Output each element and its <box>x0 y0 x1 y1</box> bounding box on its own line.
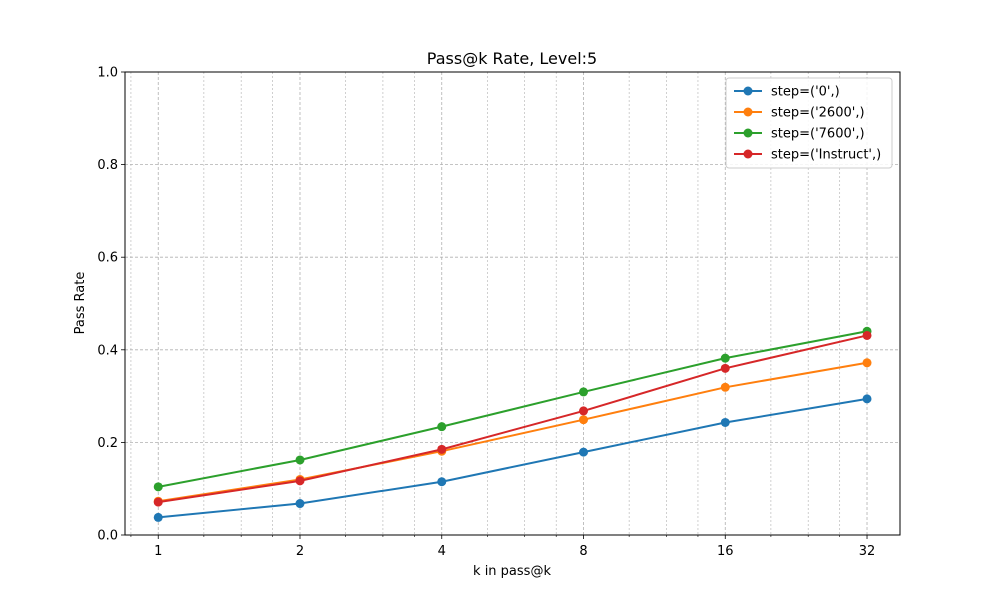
legend-marker <box>743 107 753 117</box>
data-point <box>720 353 730 363</box>
data-point <box>720 363 730 373</box>
x-tick-label: 4 <box>438 544 446 559</box>
y-tick-label: 0.2 <box>97 436 118 451</box>
data-point <box>153 497 163 507</box>
data-point <box>153 512 163 522</box>
data-point <box>579 415 589 425</box>
series-line <box>158 397 868 519</box>
data-point <box>862 358 872 368</box>
series-line <box>158 361 868 503</box>
legend-label: step=('2600',) <box>771 106 865 121</box>
legend-box <box>725 77 893 169</box>
y-tick-label: 0.0 <box>97 529 118 544</box>
legend-label: step=('0',) <box>771 85 840 100</box>
x-tick-label: 16 <box>717 544 734 559</box>
y-tick-label: 0.6 <box>97 251 118 266</box>
x-tick-label: 32 <box>859 544 876 559</box>
plot-frame <box>124 71 901 536</box>
x-tick-label: 1 <box>154 544 162 559</box>
data-point <box>862 394 872 404</box>
data-point <box>295 499 305 509</box>
data-point <box>153 482 163 492</box>
data-point <box>437 422 447 432</box>
data-point <box>862 330 872 340</box>
legend-label: step=('7600',) <box>771 127 865 142</box>
series-line <box>158 334 868 504</box>
legend-item: step=('Instruct',) <box>734 148 881 163</box>
legend-label: step=('Instruct',) <box>771 148 881 163</box>
data-point <box>579 387 589 397</box>
legend-item: step=('2600',) <box>734 106 865 121</box>
legend-marker <box>743 86 753 96</box>
y-axis-label: Pass Rate <box>73 272 88 335</box>
y-tick-label: 0.8 <box>97 158 118 173</box>
legend-marker <box>743 149 753 159</box>
series-layer <box>153 326 872 522</box>
legend: step=('0',) step=('2600',) step=('7600',) s… <box>725 77 893 169</box>
chart-title: Pass@k Rate, Level:5 <box>427 49 597 68</box>
axes: 1 2 4 8 16 32 0.0 0.2 0.4 0.6 0.8 1.0 <box>97 66 901 559</box>
y-tick-label: 1.0 <box>97 66 118 81</box>
data-point <box>437 444 447 454</box>
x-tick-label: 2 <box>296 544 304 559</box>
data-point <box>295 476 305 486</box>
x-tick-label: 8 <box>579 544 587 559</box>
y-tick-label: 0.4 <box>97 343 118 358</box>
series-line <box>158 330 868 488</box>
data-point <box>437 477 447 487</box>
series-0 <box>153 394 872 522</box>
data-point <box>720 417 730 427</box>
legend-item: step=('0',) <box>734 85 840 100</box>
data-point <box>579 447 589 457</box>
data-point <box>295 455 305 465</box>
series-3 <box>153 330 872 507</box>
legend-item: step=('7600',) <box>734 127 865 142</box>
data-point <box>579 406 589 416</box>
x-axis-label: k in pass@k <box>473 564 551 579</box>
legend-marker <box>743 128 753 138</box>
data-point <box>720 382 730 392</box>
